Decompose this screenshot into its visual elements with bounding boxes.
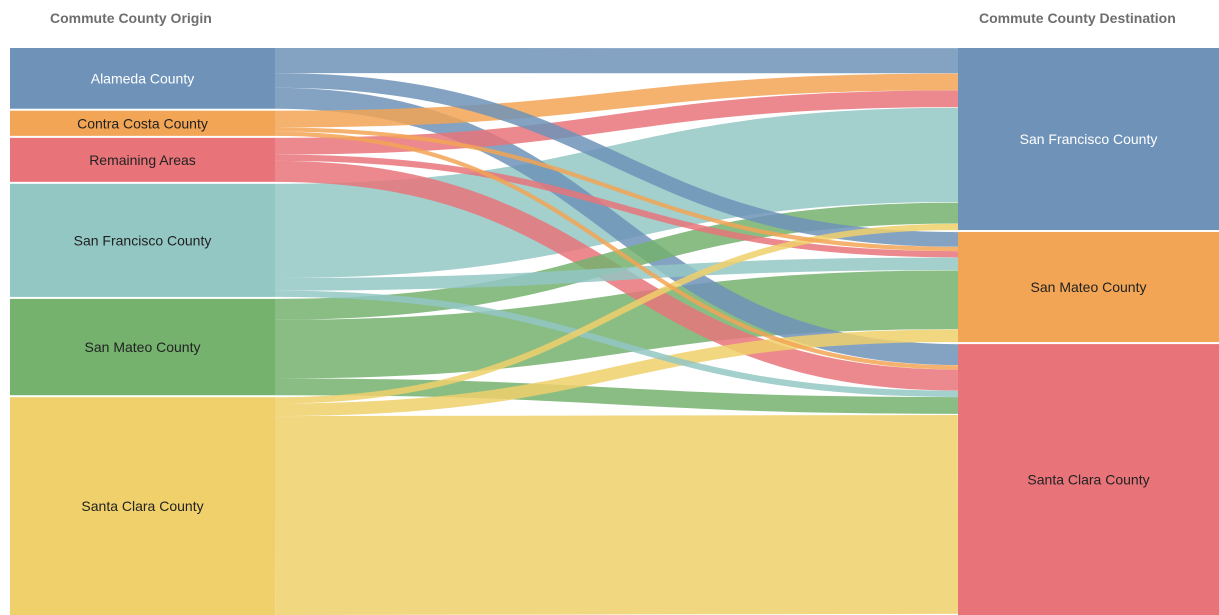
sankey-links — [274, 48, 959, 615]
origin-node-alameda-county — [10, 48, 275, 109]
destination-node-san-mateo-county — [958, 232, 1219, 343]
flow-remaining-areas-to-san-francisco-county — [274, 90, 959, 155]
destination-node-santa-clara-county — [958, 344, 1219, 615]
origin-label-contra-costa-county: Contra Costa County — [77, 115, 208, 131]
origin-node-santa-clara-county — [10, 397, 275, 615]
flow-san-mateo-county-to-san-francisco-county — [274, 202, 959, 320]
flow-santa-clara-county-to-san-francisco-county — [274, 223, 959, 404]
flow-contra-costa-county-to-san-francisco-county — [274, 73, 959, 128]
origin-label-remaining-areas: Remaining Areas — [89, 152, 196, 168]
flow-contra-costa-county-to-santa-clara-county — [274, 131, 959, 370]
flow-santa-clara-county-to-santa-clara-county — [274, 414, 959, 615]
origin-node-remaining-areas — [10, 137, 275, 182]
origin-label-alameda-county: Alameda County — [91, 70, 195, 86]
flow-alameda-county-to-san-mateo-county — [274, 73, 959, 247]
origin-column-header: Commute County Origin — [50, 10, 212, 26]
origin-node-san-francisco-county — [10, 183, 275, 297]
origin-label-santa-clara-county: Santa Clara County — [81, 498, 203, 514]
origin-label-san-mateo-county: San Mateo County — [85, 339, 201, 355]
flow-san-mateo-county-to-san-mateo-county — [274, 270, 959, 379]
flow-san-francisco-county-to-san-mateo-county — [274, 257, 959, 291]
flow-contra-costa-county-to-san-mateo-county — [274, 127, 959, 252]
sankey-nodes: Alameda County Contra Costa County Remaini… — [10, 48, 1219, 615]
flow-san-francisco-county-to-santa-clara-county — [274, 290, 959, 397]
destination-label-san-francisco-county: San Francisco County — [1020, 131, 1158, 147]
destination-column-header: Commute County Destination — [979, 10, 1176, 26]
flow-santa-clara-county-to-san-mateo-county — [274, 329, 959, 417]
destination-node-san-francisco-county — [958, 48, 1219, 231]
origin-node-san-mateo-county — [10, 298, 275, 396]
origin-node-contra-costa-county — [10, 110, 275, 136]
origin-label-san-francisco-county: San Francisco County — [74, 232, 212, 248]
destination-label-san-mateo-county: San Mateo County — [1031, 279, 1147, 295]
flow-san-francisco-county-to-san-francisco-county — [274, 107, 959, 279]
destination-label-santa-clara-county: Santa Clara County — [1027, 472, 1149, 488]
flow-remaining-areas-to-san-mateo-county — [274, 154, 959, 258]
